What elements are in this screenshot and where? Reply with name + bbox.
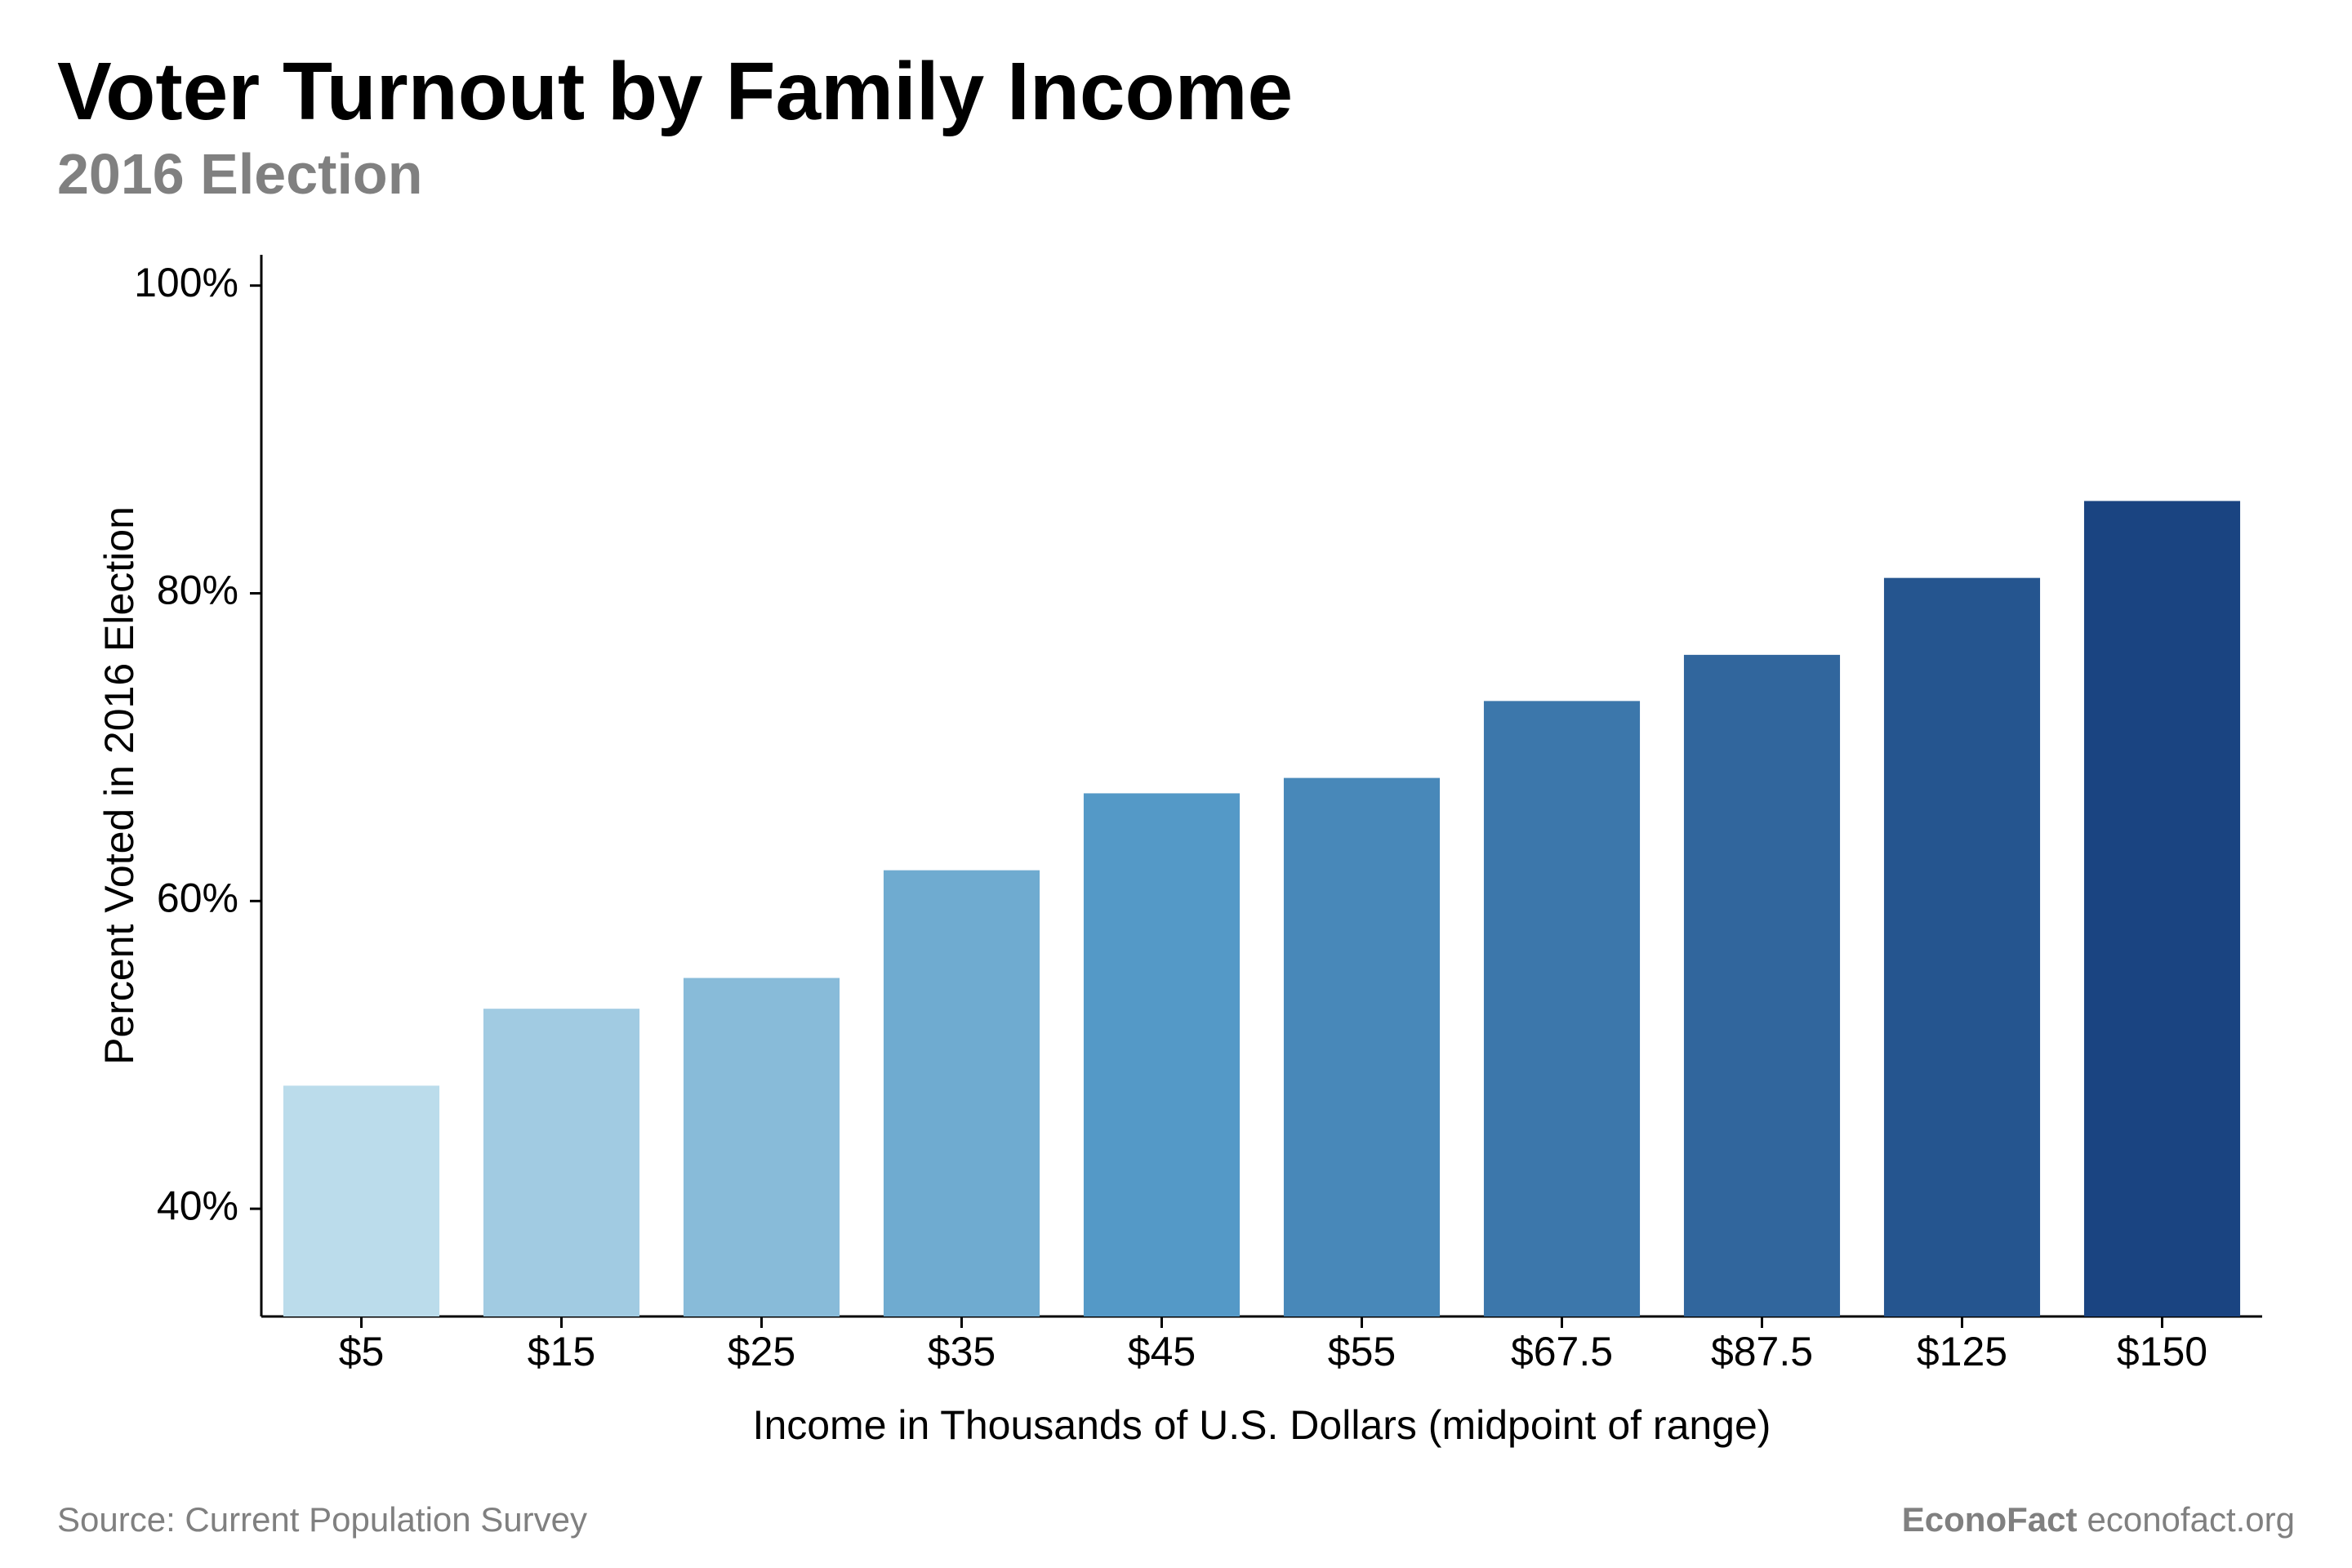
x-tick-label: $15	[528, 1329, 595, 1374]
x-tick-label: $45	[1128, 1329, 1196, 1374]
x-tick-label: $5	[339, 1329, 385, 1374]
y-tick-label: 100%	[134, 260, 238, 305]
bar	[283, 1085, 439, 1316]
chart-subtitle: 2016 Election	[57, 143, 2295, 206]
bar	[1084, 793, 1240, 1316]
brand-site: econofact.org	[2087, 1500, 2295, 1539]
bar	[884, 871, 1040, 1316]
brand-credit: EconoFacteconofact.org	[1902, 1500, 2295, 1539]
chart-footer: Source: Current Population Survey EconoF…	[57, 1500, 2295, 1539]
x-tick-label: $55	[1328, 1329, 1396, 1374]
y-tick-label: 40%	[157, 1183, 238, 1228]
y-tick-label: 60%	[157, 875, 238, 921]
source-credit: Source: Current Population Survey	[57, 1500, 587, 1539]
chart-area: 40% 60% 80% 100% Percent Voted in 2016 Elect…	[57, 238, 2295, 1484]
x-tick-label: $25	[728, 1329, 795, 1374]
x-axis-title: Income in Thousands of U.S. Dollars (mid…	[753, 1402, 1771, 1448]
chart-title: Voter Turnout by Family Income	[57, 49, 2295, 135]
bar	[1484, 701, 1640, 1316]
y-tick-label: 80%	[157, 568, 238, 613]
bar	[2084, 501, 2240, 1316]
bar	[1884, 578, 2040, 1316]
bar-chart-svg: 40% 60% 80% 100% Percent Voted in 2016 Elect…	[57, 238, 2295, 1480]
bar	[483, 1009, 639, 1316]
x-tick-label: $87.5	[1711, 1329, 1813, 1374]
bar	[1684, 655, 1840, 1316]
x-tick-label: $67.5	[1511, 1329, 1613, 1374]
bar	[684, 978, 840, 1316]
chart-container: Voter Turnout by Family Income 2016 Elec…	[0, 0, 2352, 1568]
x-tick-label: $35	[928, 1329, 996, 1374]
x-tick-label: $125	[1917, 1329, 2007, 1374]
x-tick-label: $150	[2117, 1329, 2207, 1374]
brand-name: EconoFact	[1902, 1500, 2078, 1539]
y-axis-title: Percent Voted in 2016 Election	[96, 506, 142, 1065]
bar	[1284, 778, 1440, 1316]
